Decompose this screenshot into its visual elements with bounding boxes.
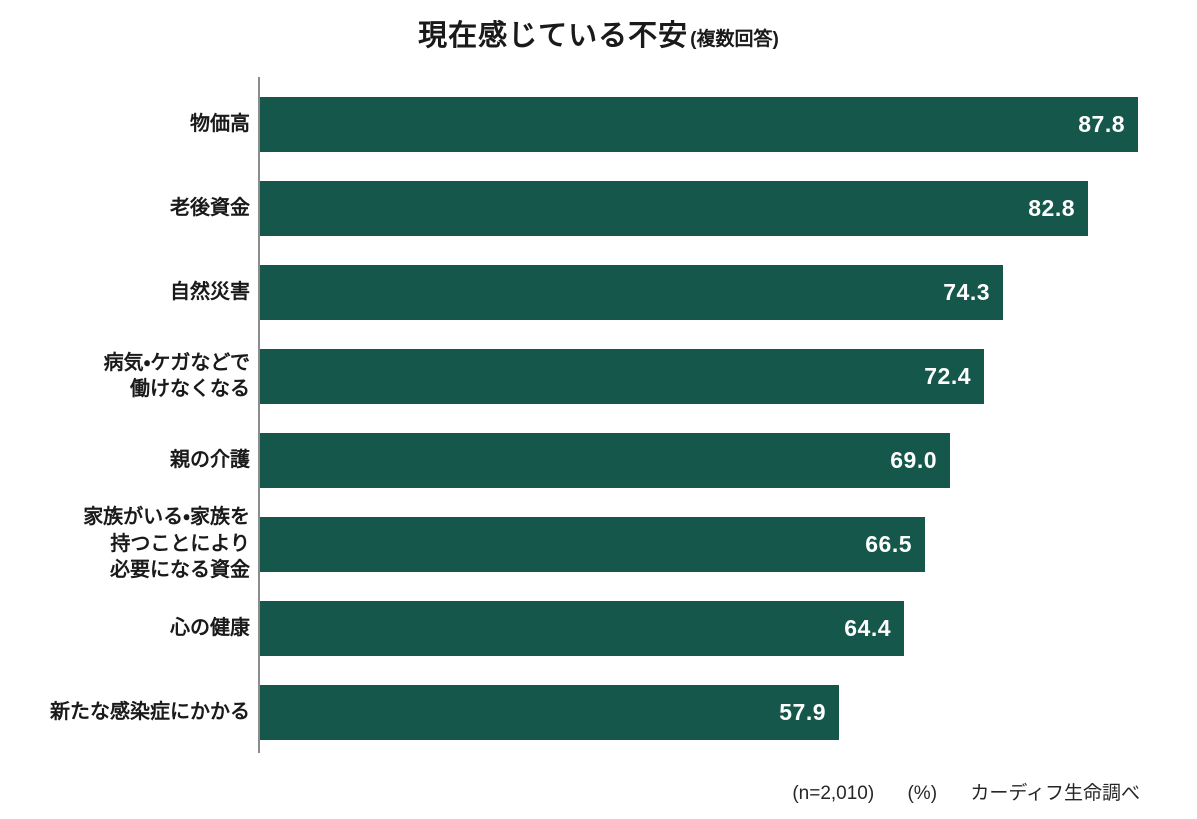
bar-row: 親の介護 69.0	[0, 418, 1197, 502]
bar: 82.8	[260, 180, 1088, 236]
bar-track: 87.8	[260, 96, 1197, 152]
bar: 69.0	[260, 432, 950, 488]
category-label: 自然災害	[170, 280, 250, 303]
bar-row: 心の健康 64.4	[0, 586, 1197, 670]
value-label: 72.4	[924, 362, 971, 389]
bar-track: 64.4	[260, 600, 1197, 656]
category-label: 家族がいる・家族を 持つことにより 必要になる資金	[83, 506, 250, 582]
bar: 57.9	[260, 684, 839, 740]
value-label: 82.8	[1028, 194, 1075, 221]
category-label: 親の介護	[170, 448, 250, 471]
bar-track: 74.3	[260, 264, 1197, 320]
bar-row: 老後資金 82.8	[0, 166, 1197, 250]
bar-track: 82.8	[260, 180, 1197, 236]
category-label: 新たな感染症にかかる	[50, 700, 250, 723]
value-label: 66.5	[865, 530, 912, 557]
value-label: 74.3	[943, 278, 990, 305]
bar-rows: 物価高 87.8 老後資金 82.8 自然災害 74.3 病気・ケガなどで 働け…	[0, 82, 1197, 754]
chart-title: 現在感じている不安 (複数回答)	[0, 12, 1197, 54]
bar-row: 家族がいる・家族を 持つことにより 必要になる資金 66.5	[0, 502, 1197, 586]
category-label: 老後資金	[170, 196, 250, 219]
bar-row: 病気・ケガなどで 働けなくなる 72.4	[0, 334, 1197, 418]
bar-row: 自然災害 74.3	[0, 250, 1197, 334]
category-label: 物価高	[190, 112, 250, 135]
sample-size-note: (n=2,010)	[792, 783, 875, 804]
bar-track: 69.0	[260, 432, 1197, 488]
bar: 66.5	[260, 516, 925, 572]
value-label: 57.9	[779, 698, 826, 725]
bar: 72.4	[260, 348, 984, 404]
bar-row: 新たな感染症にかかる 57.9	[0, 670, 1197, 754]
category-label: 心の健康	[170, 616, 250, 639]
chart-title-note: (複数回答)	[690, 29, 779, 50]
bar-chart: 物価高 87.8 老後資金 82.8 自然災害 74.3 病気・ケガなどで 働け…	[0, 77, 1197, 754]
value-label: 64.4	[844, 614, 891, 641]
bar: 87.8	[260, 96, 1138, 152]
value-label: 87.8	[1078, 110, 1125, 137]
bar-track: 66.5	[260, 516, 1197, 572]
category-label: 病気・ケガなどで 働けなくなる	[103, 351, 250, 400]
bar-track: 72.4	[260, 348, 1197, 404]
bar-track: 57.9	[260, 684, 1197, 740]
chart-title-main: 現在感じている不安	[418, 20, 689, 52]
y-axis-line	[258, 77, 260, 753]
bar-row: 物価高 87.8	[0, 82, 1197, 166]
chart-footnote: (n=2,010) (%) カーディフ生命調べ	[792, 778, 1140, 805]
source-note: カーディフ生命調べ	[970, 783, 1140, 804]
unit-note: (%)	[907, 783, 938, 804]
value-label: 69.0	[890, 446, 937, 473]
bar: 64.4	[260, 600, 904, 656]
bar: 74.3	[260, 264, 1003, 320]
